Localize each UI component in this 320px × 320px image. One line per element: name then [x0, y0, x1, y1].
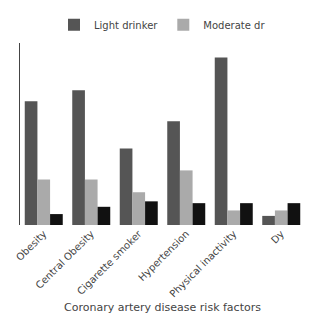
svg-text:Physical inactivity: Physical inactivity	[167, 228, 238, 299]
svg-text:Light drinker: Light drinker	[94, 20, 158, 31]
svg-text:Coronary artery disease risk f: Coronary artery disease risk factors	[64, 301, 261, 314]
svg-text:Hypertension: Hypertension	[136, 228, 191, 283]
svg-text:Dy: Dy	[269, 228, 286, 245]
svg-text:Cigarette smoker: Cigarette smoker	[75, 228, 144, 297]
svg-text:Obesity: Obesity	[14, 228, 49, 263]
svg-text:Moderate dr: Moderate dr	[203, 20, 265, 31]
svg-text:Central Obesity: Central Obesity	[33, 228, 96, 291]
